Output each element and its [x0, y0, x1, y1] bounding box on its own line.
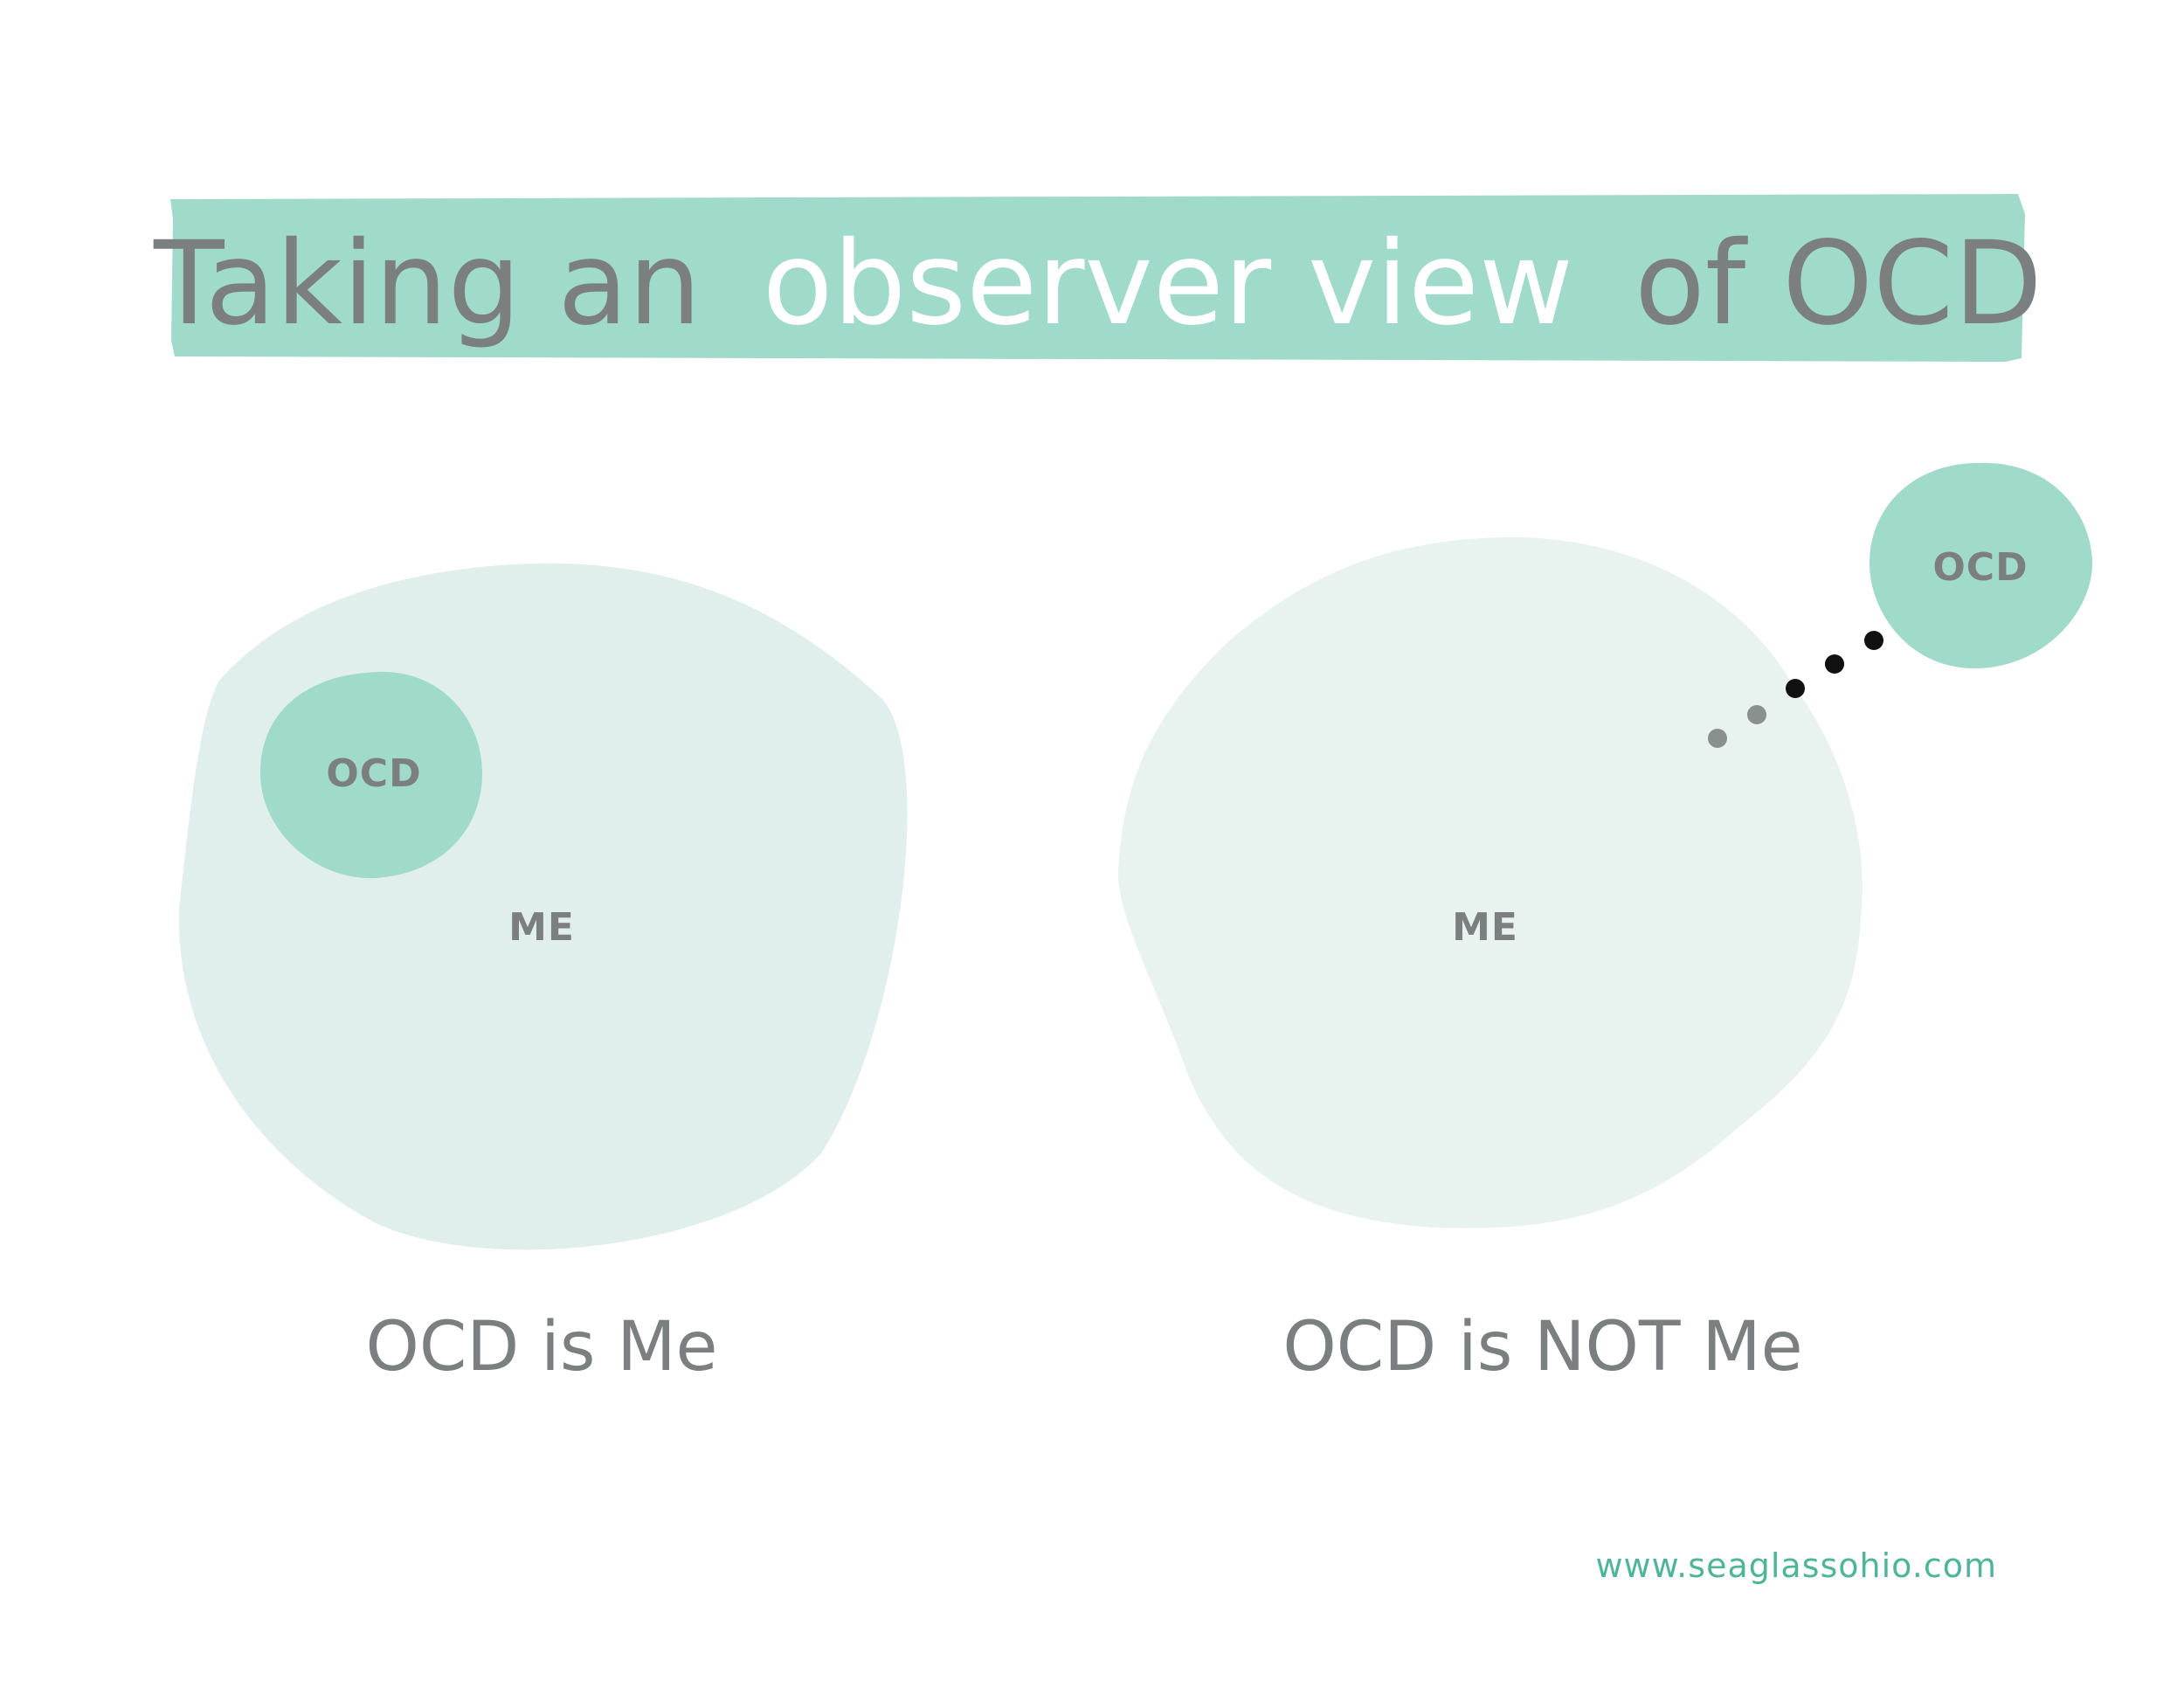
title-part-2: observer view	[763, 217, 1573, 351]
caption-left: OCD is Me	[365, 1308, 717, 1387]
ocd-blob-inner	[260, 671, 482, 879]
title-part-3: of OCD	[1635, 217, 2042, 351]
caption-right: OCD is NOT Me	[1282, 1308, 1802, 1387]
footer-url: www.seaglassohio.com	[1595, 1546, 1997, 1585]
me-label-left: ME	[508, 905, 575, 950]
left-diagram: OCD ME OCD is Me	[178, 563, 908, 1387]
right-diagram: OCD ME OCD is NOT Me	[1118, 462, 2092, 1387]
page-title: Taking an observer view of OCD	[153, 217, 2042, 351]
title-part-1: Taking an	[153, 217, 702, 351]
connector-dot-4	[1825, 654, 1844, 674]
connector-dot-1	[1708, 729, 1727, 748]
ocd-blob-detached	[1870, 462, 2092, 668]
connector-dot-2	[1747, 705, 1766, 724]
connector-dot-3	[1786, 679, 1805, 698]
ocd-label-detached: OCD	[1932, 545, 2028, 590]
title-banner: Taking an observer view of OCD	[153, 194, 2042, 362]
connector-dot-5	[1864, 631, 1883, 650]
me-label-right: ME	[1452, 905, 1518, 950]
me-blob-right	[1118, 536, 1863, 1228]
banner-strip	[170, 194, 2025, 362]
ocd-label-inner: OCD	[326, 751, 421, 796]
